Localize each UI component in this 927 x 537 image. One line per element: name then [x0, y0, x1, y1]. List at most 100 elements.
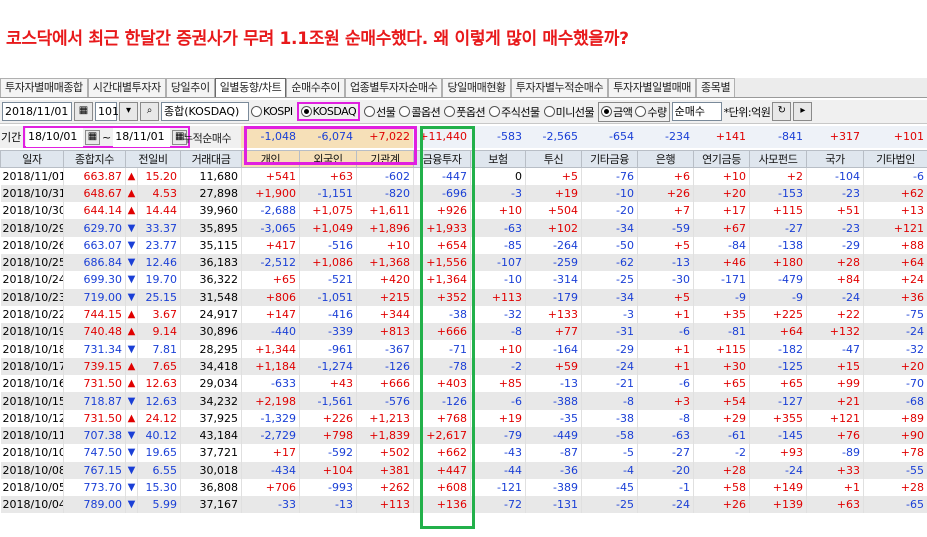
date-cell: 2018/10/25: [0, 253, 64, 272]
amount-radio[interactable]: 금액: [601, 104, 633, 120]
market-radio-4[interactable]: 풋옵션: [444, 104, 486, 120]
tab-9[interactable]: 종목별: [696, 78, 736, 97]
radio-dot-icon: [399, 106, 411, 117]
net-buy-cell: +139: [749, 496, 808, 514]
table-row[interactable]: 2018/10/26 663.07 ▼ 23.77 35,115 +417 -516 +10 +…: [0, 236, 927, 254]
net-buy-cell: -24: [749, 461, 808, 479]
column-header[interactable]: 기타금융: [581, 150, 639, 168]
cumulative-total-cell: +11,440: [413, 126, 470, 148]
column-header[interactable]: 거래대금: [180, 150, 243, 168]
column-header[interactable]: 은행: [637, 150, 695, 168]
qty-radio[interactable]: 수량: [635, 104, 667, 120]
table-row[interactable]: 2018/10/24 699.30 ▼ 19.70 36,322 +65 -521 +420 +…: [0, 271, 927, 289]
table-row[interactable]: 2018/10/05 773.70 ▼ 15.30 36,808 +706 -993 +262…: [0, 478, 927, 497]
date-cell: 2018/10/23: [0, 288, 64, 306]
column-header[interactable]: 연기금등: [693, 150, 751, 168]
up-arrow-icon: ▲: [125, 202, 138, 220]
search-icon[interactable]: ⌕: [140, 102, 159, 121]
column-header[interactable]: 투신: [525, 150, 583, 168]
column-header[interactable]: 기타법인: [863, 150, 927, 168]
code-dropdown-icon[interactable]: ▾: [119, 102, 138, 121]
net-buy-cell: +768: [413, 409, 472, 427]
net-buy-cell: +65: [241, 271, 301, 289]
column-header[interactable]: 개인: [241, 150, 301, 168]
column-header[interactable]: 국가: [806, 150, 865, 168]
tab-3[interactable]: 일별동향/차트: [214, 78, 287, 97]
tab-7[interactable]: 투자자별누적순매수: [510, 78, 609, 97]
net-buy-cell: +64: [749, 323, 808, 341]
table-row[interactable]: 2018/10/19 740.48 ▲ 9.14 30,896 -440 -339 +813 +…: [0, 323, 927, 341]
net-buy-cell: -29: [806, 236, 865, 254]
market-radio-3[interactable]: 콜옵션: [399, 104, 441, 120]
table-row[interactable]: 2018/10/04 789.00 ▼ 5.99 37,167 -33 -13 +113 +13…: [0, 496, 927, 514]
table-row[interactable]: 2018/10/17 739.15 ▲ 7.65 34,418 +1,184 -1,274-…: [0, 357, 927, 376]
calendar-from-icon[interactable]: ▦: [85, 129, 100, 145]
tab-2[interactable]: 당일추이: [165, 78, 215, 97]
volume-cell: 24,917: [180, 305, 243, 324]
volume-cell: 37,925: [180, 409, 243, 427]
column-header[interactable]: 기관계: [356, 150, 415, 168]
table-row[interactable]: 2018/10/23 719.00 ▼ 25.15 31,548 +806 -1,051 +2…: [0, 288, 927, 306]
table-row[interactable]: 2018/10/30 644.14 ▲ 14.44 39,960 -2,688 +1,075…: [0, 202, 927, 220]
column-header[interactable]: 일자: [0, 150, 64, 168]
date-cell: 2018/10/15: [0, 392, 64, 410]
table-row[interactable]: 2018/10/11 707.38 ▼ 40.12 43,184 -2,729 +798 +1…: [0, 426, 927, 445]
tab-5[interactable]: 업종별투자자순매수: [344, 78, 443, 97]
tab-8[interactable]: 투자자별일별매매: [608, 78, 697, 97]
table-row[interactable]: 2018/10/10 747.50 ▼ 19.65 37,721 +17 -592 +502 +…: [0, 444, 927, 462]
net-buy-cell: +26: [637, 184, 695, 203]
calendar-icon[interactable]: ▦: [74, 102, 93, 121]
column-header[interactable]: 외국인: [299, 150, 358, 168]
down-arrow-icon: ▼: [125, 444, 138, 462]
column-header[interactable]: 보험: [470, 150, 527, 168]
table-row[interactable]: 2018/10/22 744.15 ▲ 3.67 24,917 +147 -416 +344-…: [0, 305, 927, 324]
column-header[interactable]: 종합지수: [63, 150, 126, 168]
net-buy-cell: +10: [470, 340, 527, 358]
tab-0[interactable]: 투자자별매매종합: [0, 78, 88, 97]
table-row[interactable]: 2018/10/25 686.84 ▼ 12.46 36,183 -2,512 +1,086…: [0, 253, 927, 272]
table-row[interactable]: 2018/10/16 731.50 ▲ 12.63 29,034 -633 +43 +666 +…: [0, 375, 927, 393]
refresh-icon[interactable]: ↻: [772, 102, 792, 121]
market-radio-1[interactable]: KOSDAQ: [296, 102, 361, 121]
table-row[interactable]: 2018/10/29 629.70 ▼ 33.37 35,895 -3,065 +1,049…: [0, 219, 927, 237]
calendar-to-icon[interactable]: ▦: [172, 129, 188, 145]
down-arrow-icon: ▼: [125, 219, 138, 237]
net-buy-cell: -23: [806, 184, 865, 203]
table-row[interactable]: 2018/10/15 718.87 ▼ 12.63 34,232 +2,198 -1,561…: [0, 392, 927, 410]
tab-4[interactable]: 순매수추이: [286, 78, 345, 97]
table-row[interactable]: 2018/10/08 767.15 ▼ 6.55 30,018 -434 +104 +381 +…: [0, 461, 927, 479]
market-radio-0[interactable]: KOSPI: [251, 105, 293, 118]
net-buy-cell: -104: [806, 167, 865, 185]
period-to-field[interactable]: 18/11/01: [113, 127, 171, 147]
net-buy-cell: -20: [581, 202, 639, 220]
net-buy-cell: +20: [863, 357, 927, 376]
market-radio-6[interactable]: 미니선물: [543, 104, 595, 120]
date-field[interactable]: 2018/11/01: [2, 102, 72, 121]
table-row[interactable]: 2018/10/31 648.67 ▲ 4.53 27,898 +1,900 -1,151-…: [0, 184, 927, 203]
period-from-field[interactable]: 18/10/01: [26, 127, 83, 147]
net-buy-cell: +1,344: [241, 340, 301, 358]
net-buy-cell: -592: [299, 444, 358, 462]
mode-select[interactable]: 순매수: [671, 102, 722, 121]
change-cell: 7.81: [137, 340, 182, 358]
net-buy-cell: -30: [637, 271, 695, 289]
table-row[interactable]: 2018/11/01 663.87 ▲ 15.20 11,680 +541 +63 -602-…: [0, 167, 927, 185]
code-field[interactable]: 101: [95, 102, 119, 121]
column-header[interactable]: 사모펀드: [749, 150, 808, 168]
tab-1[interactable]: 시간대별투자자: [87, 78, 166, 97]
cumulative-total-cell: +317: [806, 126, 863, 148]
table-row[interactable]: 2018/10/12 731.50 ▲ 24.12 37,925 -1,329 +226 +1…: [0, 409, 927, 427]
market-radio-2[interactable]: 선물: [364, 104, 396, 120]
next-icon[interactable]: ▸: [793, 102, 813, 121]
net-buy-cell: +149: [749, 478, 808, 497]
net-buy-cell: +51: [806, 202, 865, 220]
period-separator: ~: [102, 130, 112, 144]
net-buy-cell: +2,617: [413, 426, 472, 445]
column-header[interactable]: 금융투자: [413, 150, 472, 168]
market-radio-5[interactable]: 주식선물: [489, 104, 540, 120]
column-header[interactable]: 전일비: [124, 150, 182, 168]
volume-cell: 34,232: [180, 392, 243, 410]
table-row[interactable]: 2018/10/18 731.34 ▼ 7.81 28,295 +1,344 -961 -36…: [0, 340, 927, 358]
net-buy-cell: +77: [525, 323, 583, 341]
tab-6[interactable]: 당일매매현황: [442, 78, 511, 97]
